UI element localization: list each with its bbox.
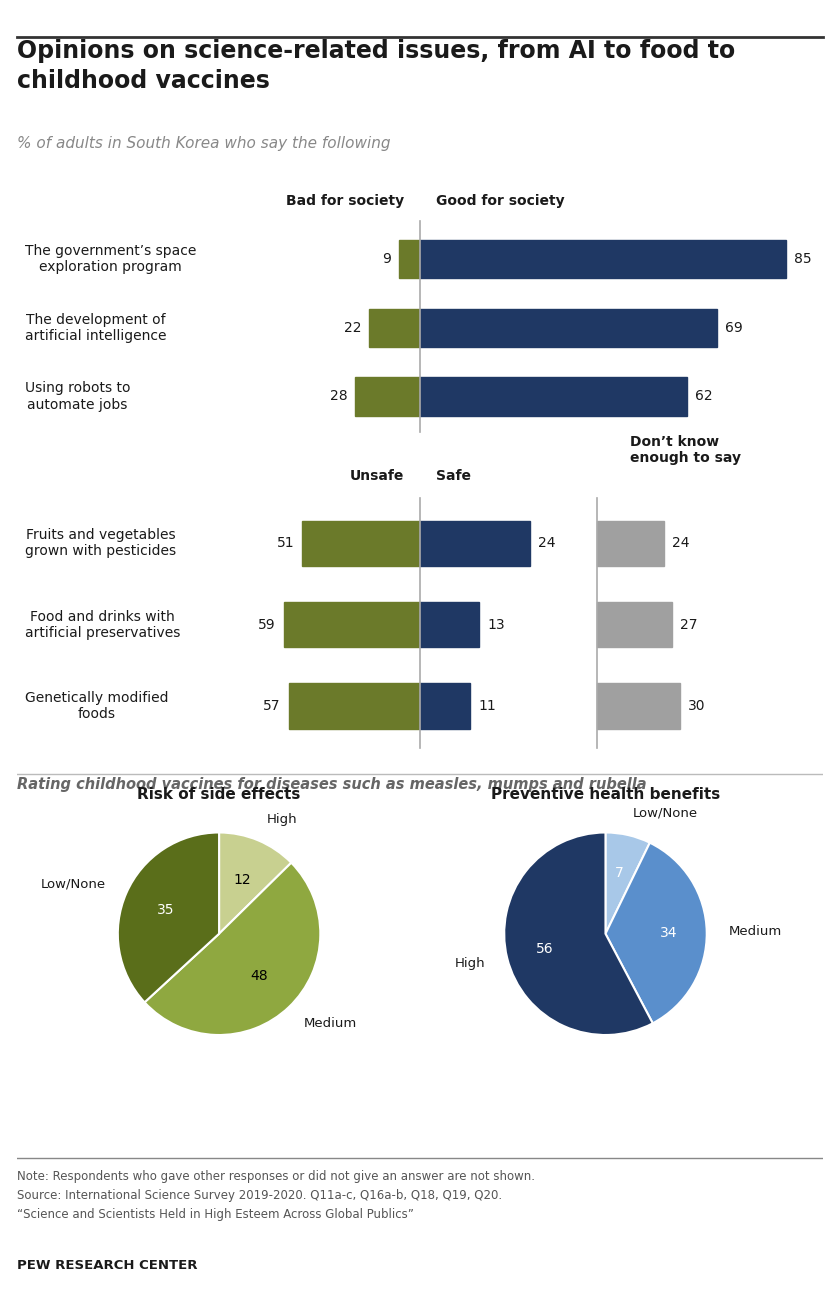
- Bar: [420, 602, 480, 647]
- Bar: [420, 378, 686, 416]
- Text: 9: 9: [382, 251, 391, 266]
- Text: Don’t know
enough to say: Don’t know enough to say: [630, 434, 741, 464]
- Bar: [399, 239, 420, 277]
- Text: High: High: [455, 957, 486, 971]
- Bar: [597, 602, 672, 647]
- Text: 59: 59: [259, 617, 276, 632]
- Text: 24: 24: [538, 536, 555, 551]
- Text: Low/None: Low/None: [633, 807, 698, 820]
- Bar: [370, 309, 420, 347]
- Text: High: High: [267, 814, 297, 827]
- Text: The government’s space
exploration program: The government’s space exploration progr…: [25, 243, 197, 273]
- Bar: [420, 239, 785, 277]
- Text: 34: 34: [659, 926, 677, 939]
- Wedge shape: [144, 863, 320, 1035]
- Wedge shape: [118, 832, 219, 1002]
- Text: 12: 12: [233, 872, 250, 887]
- Bar: [289, 683, 420, 729]
- Text: Fruits and vegetables
grown with pesticides: Fruits and vegetables grown with pestici…: [25, 528, 176, 559]
- Text: Unsafe: Unsafe: [349, 470, 404, 483]
- Text: 7: 7: [615, 866, 624, 879]
- Text: 24: 24: [672, 536, 690, 551]
- Bar: [597, 521, 664, 566]
- Wedge shape: [606, 842, 706, 1023]
- Wedge shape: [606, 832, 650, 934]
- Bar: [420, 309, 717, 347]
- Text: Low/None: Low/None: [41, 878, 106, 891]
- Text: 35: 35: [156, 903, 174, 917]
- Text: 27: 27: [680, 617, 698, 632]
- Text: 69: 69: [725, 320, 743, 335]
- Text: PEW RESEARCH CENTER: PEW RESEARCH CENTER: [17, 1258, 197, 1271]
- Text: 28: 28: [330, 390, 348, 403]
- Text: 57: 57: [263, 698, 281, 713]
- Text: Rating childhood vaccines for diseases such as measles, mumps and rubella: Rating childhood vaccines for diseases s…: [17, 777, 647, 791]
- Title: Preventive health benefits: Preventive health benefits: [491, 787, 720, 802]
- Text: Opinions on science-related issues, from AI to food to
childhood vaccines: Opinions on science-related issues, from…: [17, 39, 735, 93]
- Text: Medium: Medium: [729, 925, 782, 938]
- Text: 85: 85: [794, 251, 811, 266]
- Text: 30: 30: [689, 698, 706, 713]
- Text: % of adults in South Korea who say the following: % of adults in South Korea who say the f…: [17, 136, 391, 152]
- Text: 11: 11: [478, 698, 496, 713]
- Bar: [284, 602, 420, 647]
- Text: Medium: Medium: [304, 1016, 358, 1029]
- Text: 13: 13: [487, 617, 505, 632]
- Wedge shape: [504, 832, 653, 1035]
- Bar: [302, 521, 420, 566]
- Text: 48: 48: [251, 969, 268, 984]
- Bar: [420, 521, 530, 566]
- Text: The development of
artificial intelligence: The development of artificial intelligen…: [25, 313, 166, 343]
- Text: Safe: Safe: [436, 470, 471, 483]
- Text: Bad for society: Bad for society: [286, 194, 404, 208]
- Text: 22: 22: [344, 320, 361, 335]
- Text: Using robots to
automate jobs: Using robots to automate jobs: [25, 382, 130, 412]
- Text: Genetically modified
foods: Genetically modified foods: [25, 691, 168, 721]
- Title: Risk of side effects: Risk of side effects: [138, 787, 301, 802]
- Bar: [420, 683, 470, 729]
- Text: 62: 62: [695, 390, 712, 403]
- Bar: [355, 378, 420, 416]
- Text: Note: Respondents who gave other responses or did not give an answer are not sho: Note: Respondents who gave other respons…: [17, 1169, 535, 1220]
- Text: 56: 56: [536, 942, 554, 956]
- Bar: [597, 683, 680, 729]
- Text: Food and drinks with
artificial preservatives: Food and drinks with artificial preserva…: [25, 610, 181, 640]
- Text: Good for society: Good for society: [436, 194, 564, 208]
- Text: 51: 51: [277, 536, 295, 551]
- Wedge shape: [219, 832, 291, 934]
